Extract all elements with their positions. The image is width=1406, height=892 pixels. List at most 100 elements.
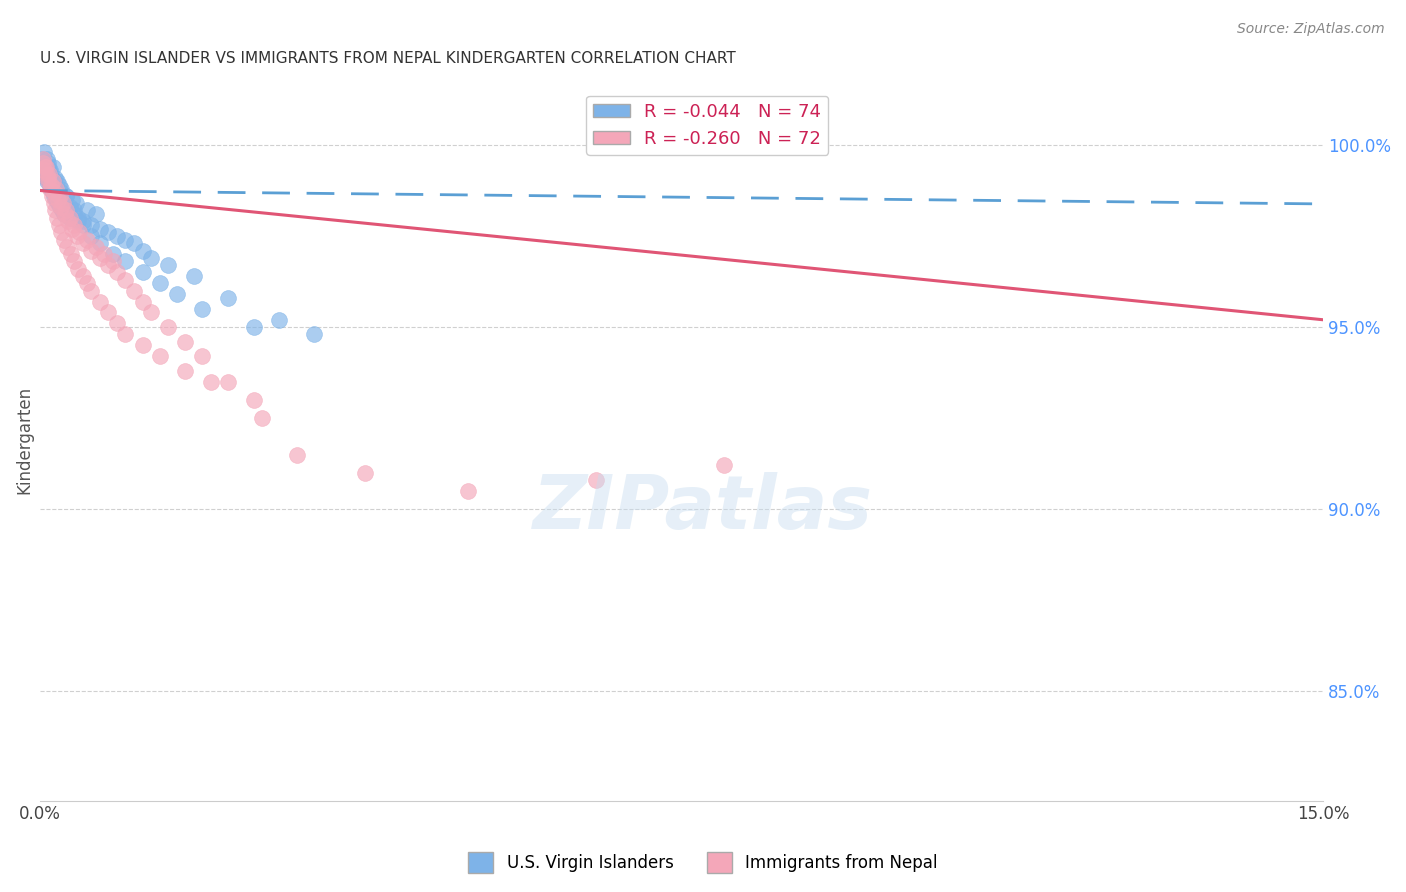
- Point: [97, 258, 120, 272]
- Point: [80, 284, 103, 298]
- Point: [34, 160, 56, 174]
- Point: [44, 174, 66, 188]
- Point: [35, 153, 58, 167]
- Point: [51, 203, 73, 218]
- Text: Source: ZipAtlas.com: Source: ZipAtlas.com: [1237, 22, 1385, 37]
- Point: [48, 218, 70, 232]
- Point: [66, 229, 89, 244]
- Point: [42, 196, 65, 211]
- Point: [89, 236, 111, 251]
- Point: [62, 193, 84, 207]
- Point: [191, 301, 214, 316]
- Point: [101, 247, 124, 261]
- Point: [302, 327, 325, 342]
- Point: [52, 233, 75, 247]
- Point: [39, 163, 62, 178]
- Point: [59, 211, 82, 225]
- Point: [217, 291, 239, 305]
- Point: [269, 312, 291, 326]
- Point: [39, 181, 62, 195]
- Point: [51, 200, 73, 214]
- Point: [97, 305, 120, 319]
- Point: [35, 167, 58, 181]
- Point: [105, 265, 128, 279]
- Point: [46, 186, 69, 200]
- Point: [131, 265, 153, 279]
- Point: [67, 261, 90, 276]
- Point: [35, 174, 58, 188]
- Point: [37, 170, 59, 185]
- Point: [32, 156, 55, 170]
- Point: [59, 200, 82, 214]
- Point: [63, 203, 86, 218]
- Point: [97, 225, 120, 239]
- Point: [585, 473, 607, 487]
- Point: [105, 317, 128, 331]
- Point: [63, 218, 86, 232]
- Point: [93, 247, 115, 261]
- Point: [89, 251, 111, 265]
- Point: [114, 327, 136, 342]
- Point: [31, 156, 53, 170]
- Point: [35, 170, 58, 185]
- Point: [48, 189, 70, 203]
- Point: [32, 167, 55, 181]
- Point: [89, 221, 111, 235]
- Point: [200, 375, 222, 389]
- Point: [42, 160, 65, 174]
- Legend: U.S. Virgin Islanders, Immigrants from Nepal: U.S. Virgin Islanders, Immigrants from N…: [461, 846, 945, 880]
- Point: [46, 196, 69, 211]
- Point: [52, 196, 75, 211]
- Point: [457, 483, 479, 498]
- Point: [34, 163, 56, 178]
- Point: [39, 178, 62, 192]
- Point: [45, 181, 67, 195]
- Point: [131, 294, 153, 309]
- Point: [49, 193, 72, 207]
- Point: [131, 338, 153, 352]
- Point: [52, 207, 75, 221]
- Legend: R = -0.044   N = 74, R = -0.260   N = 72: R = -0.044 N = 74, R = -0.260 N = 72: [586, 95, 828, 155]
- Text: U.S. VIRGIN ISLANDER VS IMMIGRANTS FROM NEPAL KINDERGARTEN CORRELATION CHART: U.S. VIRGIN ISLANDER VS IMMIGRANTS FROM …: [39, 51, 735, 66]
- Point: [76, 277, 98, 291]
- Text: ZIPatlas: ZIPatlas: [533, 472, 873, 545]
- Point: [48, 200, 70, 214]
- Point: [713, 458, 735, 473]
- Point: [46, 211, 69, 225]
- Point: [48, 189, 70, 203]
- Point: [52, 196, 75, 211]
- Point: [32, 145, 55, 160]
- Point: [42, 174, 65, 188]
- Point: [37, 174, 59, 188]
- Point: [53, 207, 76, 221]
- Point: [52, 193, 75, 207]
- Point: [55, 189, 77, 203]
- Point: [63, 207, 86, 221]
- Point: [62, 221, 84, 235]
- Point: [44, 181, 66, 195]
- Point: [72, 214, 94, 228]
- Point: [114, 233, 136, 247]
- Point: [63, 254, 86, 268]
- Point: [105, 229, 128, 244]
- Point: [67, 211, 90, 225]
- Point: [80, 229, 103, 244]
- Point: [114, 254, 136, 268]
- Point: [84, 240, 107, 254]
- Point: [35, 160, 58, 174]
- Point: [157, 320, 180, 334]
- Point: [141, 305, 163, 319]
- Point: [45, 193, 67, 207]
- Point: [38, 163, 60, 178]
- Point: [31, 160, 53, 174]
- Point: [67, 225, 90, 239]
- Point: [44, 186, 66, 200]
- Point: [80, 244, 103, 258]
- Point: [76, 203, 98, 218]
- Point: [89, 294, 111, 309]
- Point: [67, 214, 90, 228]
- Point: [37, 167, 59, 181]
- Point: [122, 236, 145, 251]
- Point: [38, 167, 60, 181]
- Point: [122, 284, 145, 298]
